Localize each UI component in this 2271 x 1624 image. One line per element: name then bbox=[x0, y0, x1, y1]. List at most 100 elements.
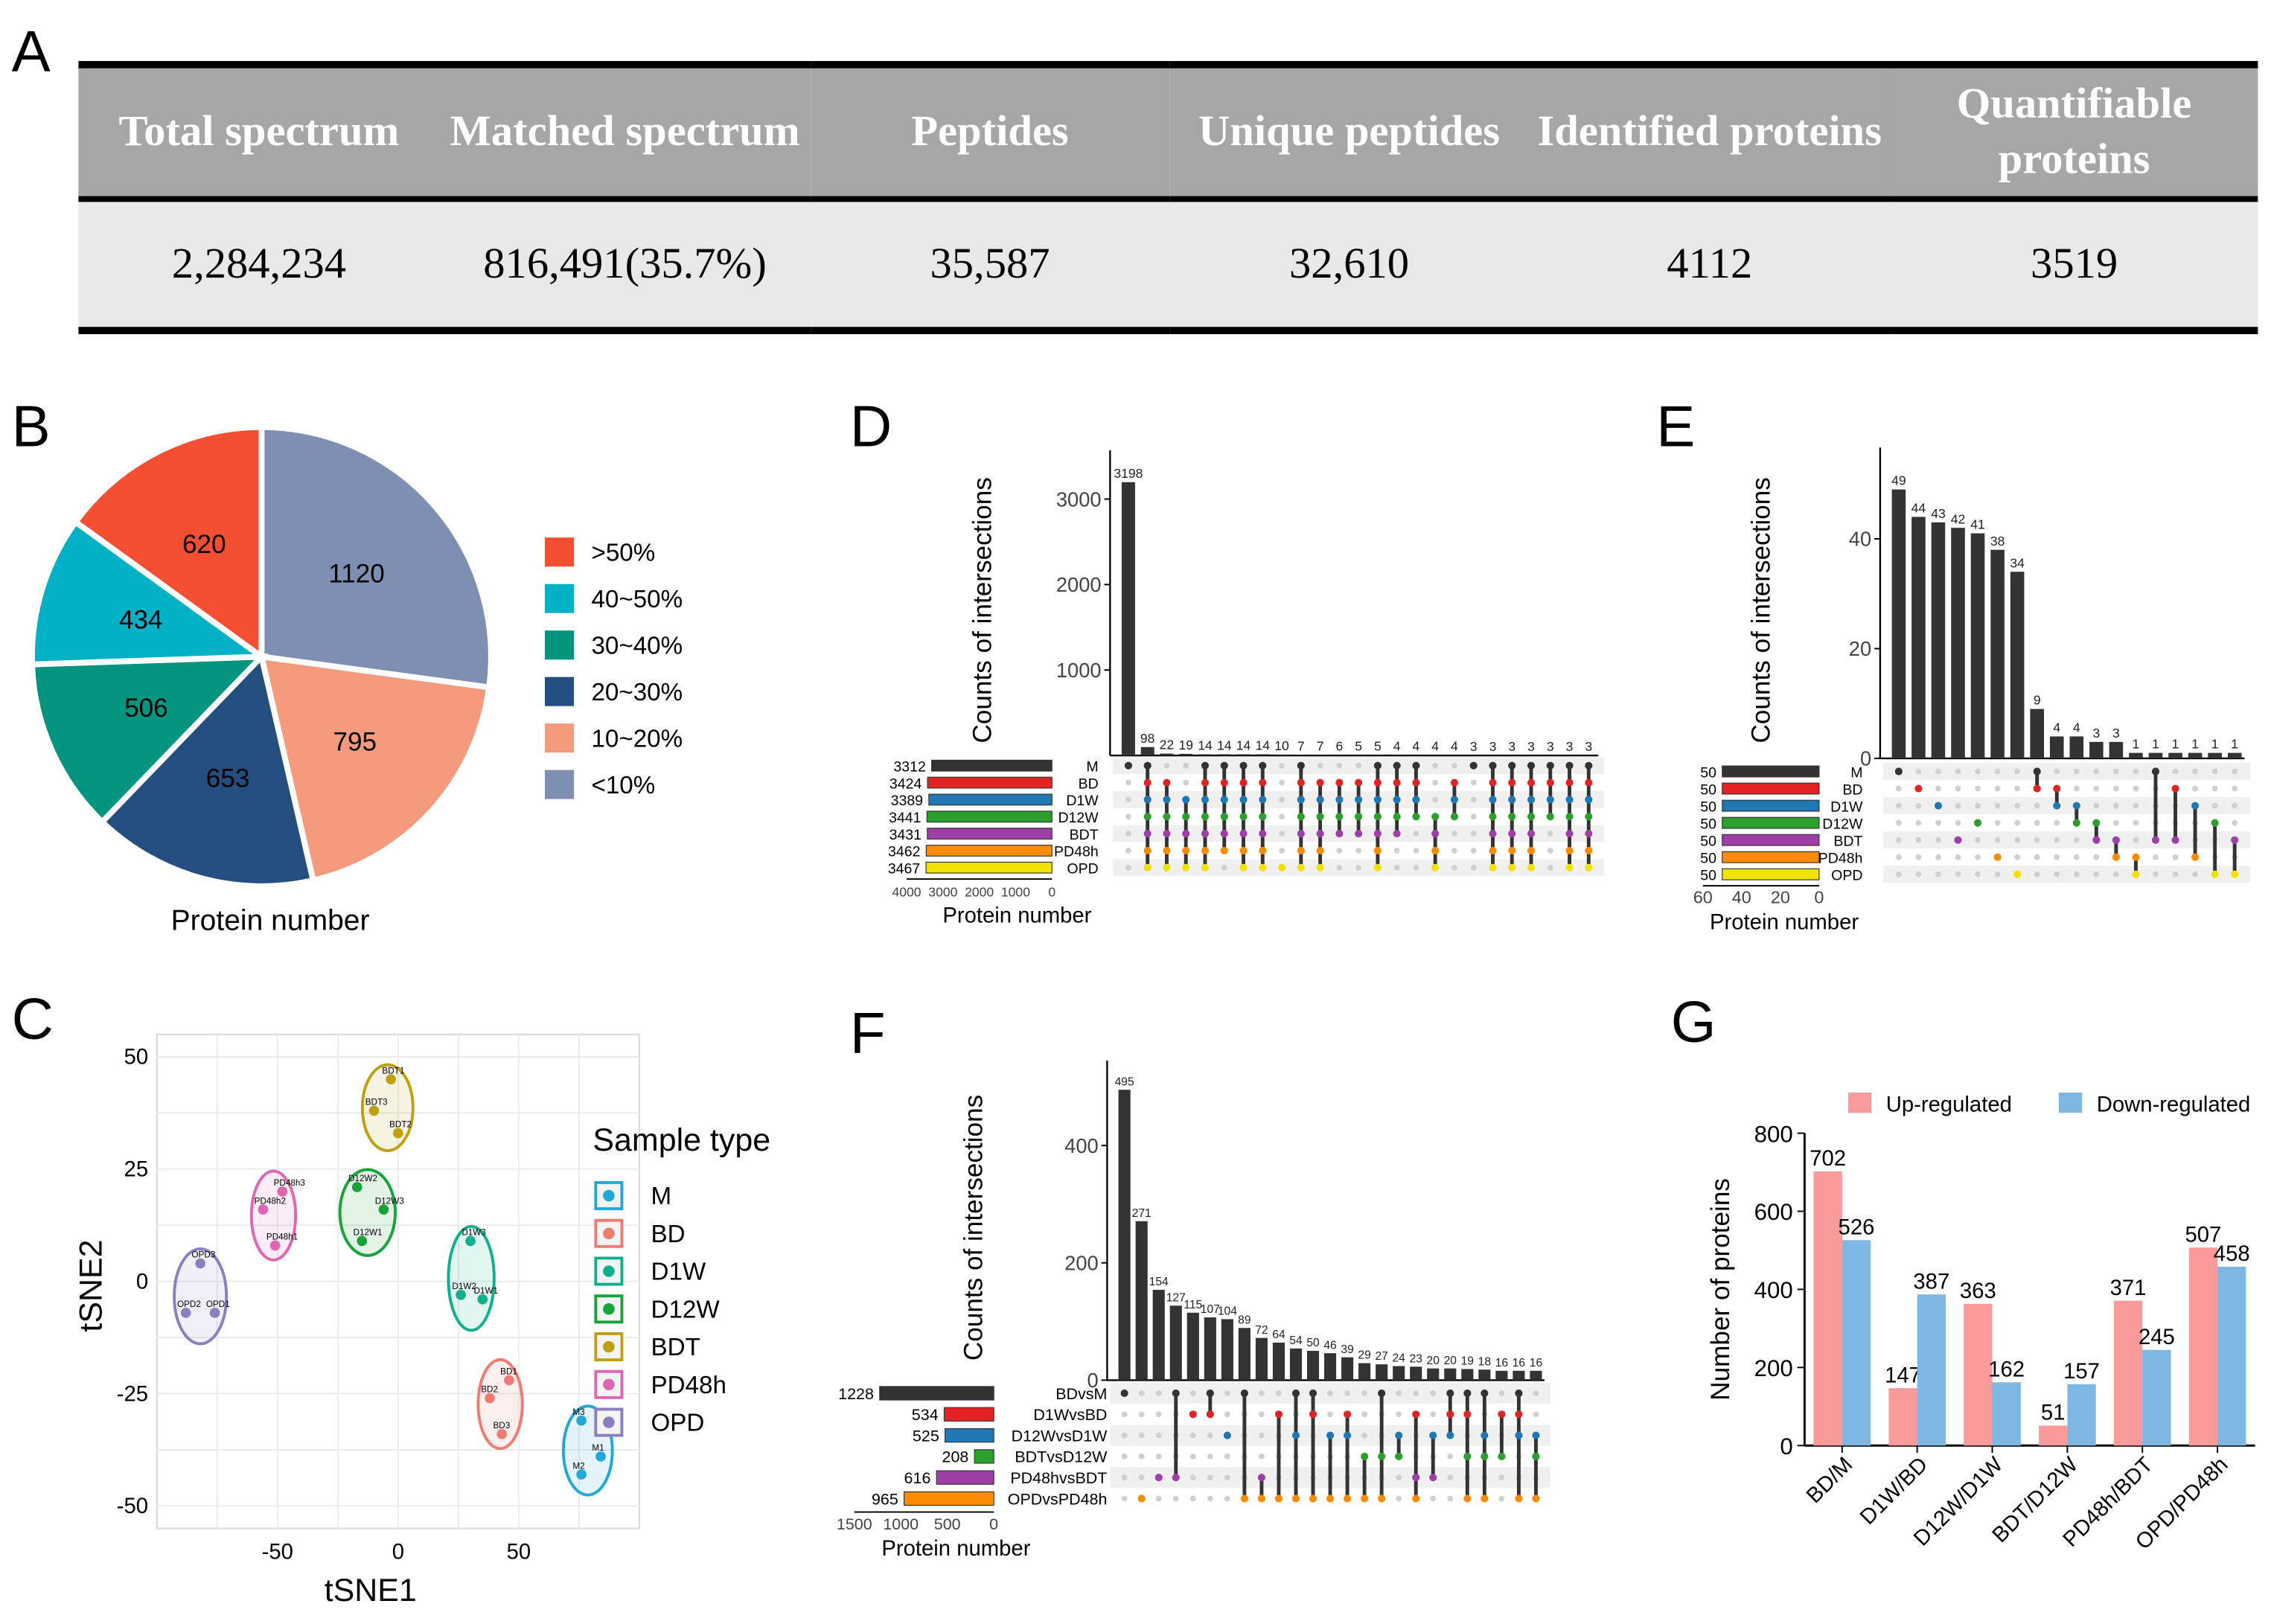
upset-matrix-dot-empty bbox=[1189, 1453, 1196, 1460]
upset-bar bbox=[1135, 1221, 1148, 1381]
upset-matrix-dot bbox=[1954, 836, 1962, 844]
upset-matrix-dot bbox=[1309, 1494, 1317, 1503]
upset-bar-label: 89 bbox=[1238, 1314, 1251, 1326]
upset-matrix-dot bbox=[1393, 761, 1401, 770]
upset-matrix-dot bbox=[1393, 779, 1401, 787]
upset-matrix-dot-empty bbox=[1498, 1495, 1505, 1502]
value-total-spectrum: 2,284,234 bbox=[78, 199, 440, 331]
upset-matrix-dot-empty bbox=[1259, 1432, 1265, 1439]
upset-matrix-dot bbox=[2171, 784, 2179, 793]
upset-matrix-dot-empty bbox=[1895, 785, 1902, 792]
pie-legend-label: >50% bbox=[591, 539, 655, 566]
upset-bar bbox=[1393, 1366, 1405, 1381]
upset-bar-label: 3 bbox=[2112, 726, 2120, 741]
tsne-point-label: BDT3 bbox=[365, 1098, 388, 1107]
upset-matrix-dot-empty bbox=[1121, 1495, 1128, 1502]
upset-matrix-dot-empty bbox=[1955, 785, 1961, 792]
upset-set-axis-tick: 4000 bbox=[892, 884, 922, 899]
upset-matrix-dot bbox=[1489, 779, 1497, 787]
upset-matrix-dot-empty bbox=[1189, 1390, 1196, 1396]
upset-matrix-dot bbox=[1220, 829, 1228, 838]
upset-matrix-dot bbox=[1137, 1494, 1146, 1503]
upset-matrix-dot bbox=[1515, 1410, 1523, 1419]
upset-set-size: 3389 bbox=[891, 793, 923, 809]
upset-matrix-dot-empty bbox=[1336, 864, 1343, 871]
upset-matrix-dot-empty bbox=[2054, 819, 2060, 826]
upset-bar bbox=[1179, 753, 1193, 756]
upset-set-bar bbox=[904, 1491, 994, 1506]
upset-matrix-dot bbox=[1201, 846, 1210, 854]
upset-set-size: 208 bbox=[942, 1448, 969, 1466]
upset-matrix-dot-empty bbox=[1207, 1474, 1213, 1481]
upset-matrix-dot-empty bbox=[1155, 1495, 1162, 1502]
tsne-point bbox=[576, 1415, 587, 1426]
upset-matrix-dot-empty bbox=[1447, 1474, 1454, 1481]
pie-slice bbox=[258, 653, 493, 884]
upset-plot-d: 3000 2000 1000 Counts of intersections 3198 9… bbox=[888, 450, 1605, 928]
pie-legend-label: <10% bbox=[591, 772, 655, 799]
bar-value-label: 371 bbox=[2110, 1276, 2147, 1300]
upset-matrix-dot bbox=[1373, 863, 1382, 872]
tsne-ytick: -25 bbox=[117, 1381, 148, 1406]
upset-matrix-dot-empty bbox=[2153, 871, 2159, 877]
upset-matrix-dot-empty bbox=[1393, 847, 1400, 854]
upset-bar-label: 3 bbox=[2092, 726, 2100, 741]
upset-matrix-dot-empty bbox=[1915, 819, 1922, 826]
upset-matrix-dot bbox=[1395, 1452, 1403, 1460]
upset-matrix-dot bbox=[1527, 863, 1536, 872]
upset-matrix-dot bbox=[1546, 779, 1554, 787]
upset-xlabel: Protein number bbox=[881, 1536, 1030, 1561]
upset-matrix-dot bbox=[2191, 802, 2200, 810]
upset-matrix-dot bbox=[1239, 813, 1248, 821]
upset-matrix-dot bbox=[1220, 846, 1228, 854]
upset-set-name: BDT bbox=[1833, 833, 1862, 849]
upset-matrix-dot bbox=[1257, 1494, 1265, 1503]
pie-chart: 1120 795 653 506 434 620 >50% 40~50% 30~40% 20~3… bbox=[29, 423, 683, 936]
upset-bar-label: 16 bbox=[1530, 1357, 1542, 1369]
upset-bar-label: 104 bbox=[1218, 1305, 1237, 1318]
upset-matrix-dot bbox=[1274, 1410, 1283, 1419]
tsne-point bbox=[195, 1258, 205, 1269]
upset-matrix-dot bbox=[1182, 863, 1190, 872]
upset-matrix-dot-empty bbox=[1451, 847, 1457, 854]
upset-matrix-dot-empty bbox=[1355, 847, 1362, 854]
tsne-point-label: D12W3 bbox=[375, 1196, 404, 1206]
upset-matrix-dot bbox=[1259, 761, 1267, 770]
upset-matrix-dot bbox=[1412, 813, 1420, 821]
upset-bar bbox=[1204, 1317, 1216, 1381]
upset-set-bar bbox=[943, 1407, 994, 1422]
bar-mark bbox=[1888, 1388, 1917, 1446]
upset-matrix-dot-empty bbox=[1915, 802, 1922, 809]
upset-matrix-dot-empty bbox=[2112, 785, 2119, 792]
tsne-point-label: PD48h1 bbox=[266, 1233, 298, 1242]
upset-matrix-dot-empty bbox=[1361, 1390, 1368, 1396]
upset-matrix-dot bbox=[1163, 846, 1171, 854]
upset-matrix-dot bbox=[1498, 1410, 1506, 1419]
tsne-legend-dot bbox=[603, 1227, 615, 1240]
upset-set-size: 3431 bbox=[889, 827, 922, 843]
upset-bar-label: 4 bbox=[1393, 739, 1401, 754]
upset-bar bbox=[1118, 1090, 1131, 1381]
upset-matrix-dot-empty bbox=[2014, 785, 2021, 792]
header-unique-peptides: Unique peptides bbox=[1169, 64, 1529, 199]
upset-matrix-dot bbox=[1446, 1389, 1454, 1398]
tsne-point bbox=[465, 1235, 476, 1247]
upset-matrix-dot-empty bbox=[1207, 1453, 1213, 1460]
upset-matrix-dot-empty bbox=[1125, 779, 1131, 786]
tsne-point bbox=[209, 1308, 220, 1318]
upset-bar bbox=[2148, 752, 2163, 758]
upset-set-size: 534 bbox=[912, 1406, 939, 1424]
upset-matrix-dot-empty bbox=[1121, 1432, 1128, 1439]
upset-matrix-dot-empty bbox=[1470, 813, 1477, 820]
upset-matrix-dot bbox=[1585, 863, 1593, 872]
upset-matrix-dot bbox=[1259, 779, 1267, 787]
upset-matrix-dot bbox=[1163, 796, 1171, 804]
tsne-ytick: 50 bbox=[124, 1045, 149, 1070]
tsne-legend-dot bbox=[603, 1265, 615, 1277]
upset-matrix-dot bbox=[1206, 1389, 1214, 1398]
bar-value-label: 51 bbox=[2041, 1401, 2066, 1425]
upset-bar bbox=[1221, 1319, 1233, 1381]
upset-set-size: 3441 bbox=[889, 810, 921, 826]
upset-matrix-dot bbox=[1489, 846, 1497, 854]
upset-bar bbox=[2089, 741, 2104, 758]
